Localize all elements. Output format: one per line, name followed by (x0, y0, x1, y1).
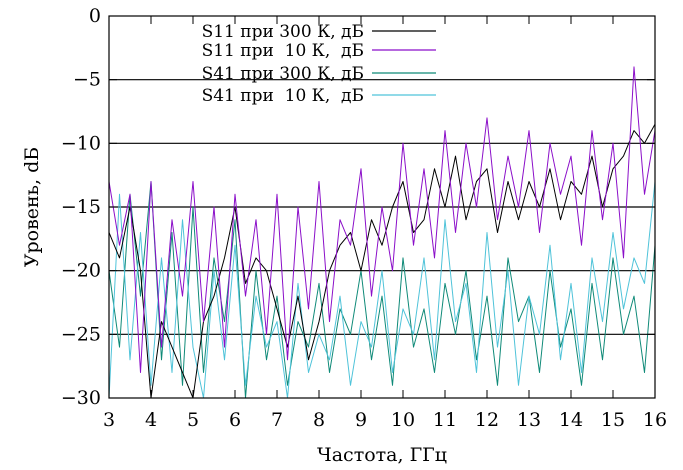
y-tick-label: −20 (61, 260, 101, 282)
y-tick-label: −5 (73, 69, 101, 91)
x-tick-label: 8 (313, 409, 325, 431)
tick-labels: 0 −5 −10 −15 −20 −25 −303 4 5 6 7 8 9 10 11 12 13 14 15 16 (61, 5, 667, 431)
series-line-2 (109, 181, 655, 398)
legend-label: S41 при 10 К, дБ (202, 86, 364, 106)
series-line-1 (109, 66, 655, 373)
x-tick-label: 11 (433, 409, 457, 431)
x-tick-label: 3 (103, 409, 115, 431)
x-tick-label: 16 (643, 409, 667, 431)
ticks (108, 15, 656, 399)
x-tick-label: 14 (559, 409, 583, 431)
x-tick-label: 13 (517, 409, 541, 431)
y-tick-label: 0 (89, 5, 101, 27)
x-axis-title: Частота, ГГц (317, 444, 447, 466)
y-tick-label: −15 (61, 196, 101, 218)
x-tick-label: 15 (601, 409, 625, 431)
y-tick-label: −30 (61, 387, 101, 409)
x-tick-label: 9 (355, 409, 367, 431)
y-axis-title: Уровень, dБ (21, 147, 43, 268)
series-line-3 (109, 181, 655, 398)
x-tick-label: 6 (229, 409, 241, 431)
series-layer (109, 66, 655, 398)
legend-label: S41 при 300 К, дБ (202, 64, 364, 84)
legend-label: S11 при 10 К, дБ (202, 41, 364, 61)
y-tick-label: −10 (61, 132, 101, 154)
x-tick-label: 5 (187, 409, 199, 431)
x-tick-label: 4 (145, 409, 157, 431)
x-tick-label: 12 (475, 409, 499, 431)
legend-label: S11 при 300 К, дБ (202, 22, 364, 42)
series-line-0 (109, 123, 655, 398)
x-tick-label: 10 (391, 409, 415, 431)
x-tick-label: 7 (271, 409, 283, 431)
y-tick-label: −25 (61, 323, 101, 345)
